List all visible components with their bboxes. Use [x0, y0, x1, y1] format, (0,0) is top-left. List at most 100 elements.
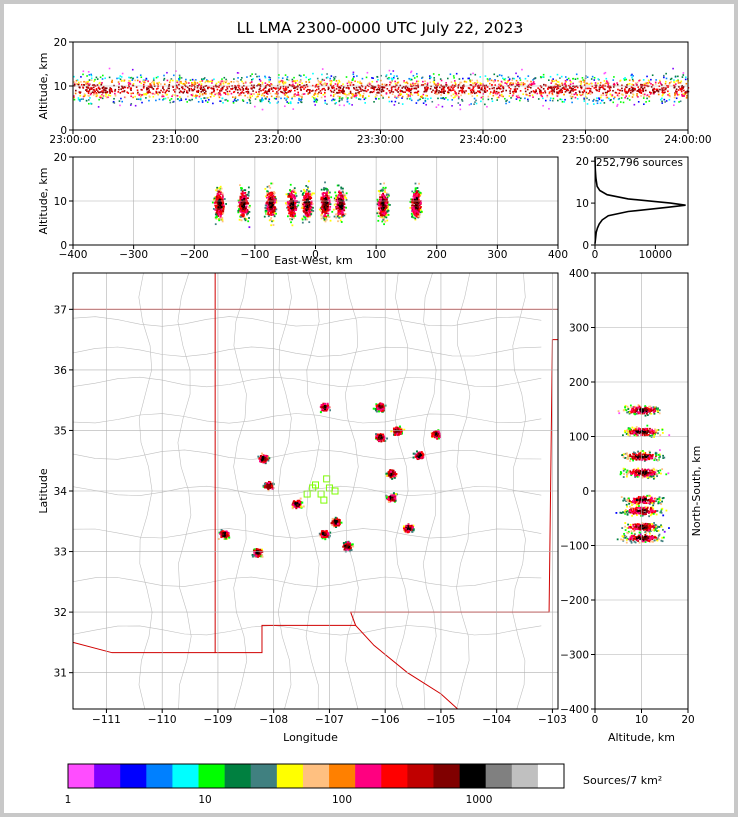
- source-mark: [91, 91, 94, 94]
- source-mark: [626, 97, 629, 100]
- source-mark: [201, 93, 204, 95]
- source-mark: [378, 97, 380, 100]
- source-mark: [152, 80, 154, 83]
- source-mark: [386, 77, 389, 80]
- source-mark: [609, 89, 611, 92]
- source-mark: [478, 87, 481, 89]
- source-mark: [247, 197, 249, 200]
- source-mark: [309, 196, 312, 199]
- source-mark: [290, 89, 292, 92]
- source-mark: [409, 200, 412, 203]
- source-mark: [313, 99, 316, 102]
- source-mark: [414, 82, 416, 85]
- source-mark: [240, 192, 243, 195]
- source-mark: [252, 93, 254, 95]
- source-mark: [349, 90, 352, 93]
- source-mark: [383, 216, 386, 218]
- source-mark: [89, 97, 91, 99]
- source-mark: [641, 89, 643, 92]
- source-mark: [524, 97, 526, 100]
- source-mark: [623, 79, 626, 81]
- source-mark: [153, 80, 155, 83]
- source-mark: [613, 97, 615, 100]
- source-mark: [212, 85, 215, 88]
- source-mark: [519, 79, 522, 81]
- source-mark: [171, 79, 174, 82]
- source-mark: [178, 99, 181, 102]
- source-mark: [314, 85, 317, 88]
- source-mark: [385, 192, 388, 195]
- source-mark: [319, 80, 321, 83]
- source-mark: [306, 186, 309, 189]
- source-mark: [334, 75, 337, 78]
- source-mark: [378, 202, 381, 205]
- source-mark: [280, 90, 282, 93]
- source-mark: [151, 81, 153, 84]
- source-mark: [336, 194, 339, 197]
- source-mark: [258, 84, 261, 86]
- source-mark: [320, 214, 323, 217]
- source-mark: [74, 92, 77, 95]
- source-mark: [284, 87, 287, 90]
- source-mark: [401, 90, 404, 93]
- source-mark: [221, 195, 224, 198]
- source-mark: [216, 208, 219, 210]
- source-mark: [557, 84, 560, 87]
- source-mark: [627, 83, 629, 86]
- source-mark: [361, 89, 364, 91]
- source-mark: [380, 213, 383, 216]
- source-mark: [597, 82, 599, 85]
- source-mark: [377, 215, 380, 218]
- source-mark: [376, 404, 379, 407]
- source-mark: [350, 82, 352, 85]
- source-mark: [294, 80, 297, 82]
- source-mark: [330, 80, 333, 82]
- source-mark: [353, 95, 356, 97]
- source-mark: [397, 91, 399, 93]
- source-mark: [144, 79, 147, 82]
- source-mark: [221, 80, 223, 82]
- source-mark: [394, 82, 397, 85]
- source-mark: [394, 96, 396, 98]
- source-mark: [183, 90, 185, 93]
- source-mark: [355, 97, 358, 99]
- source-mark: [616, 82, 618, 84]
- source-mark: [282, 87, 285, 90]
- source-mark: [94, 90, 96, 93]
- source-mark: [635, 83, 638, 86]
- source-mark: [652, 90, 655, 93]
- source-mark: [228, 90, 231, 93]
- source-mark: [333, 199, 336, 201]
- source-mark: [197, 89, 200, 92]
- source-mark: [442, 88, 445, 90]
- source-mark: [286, 78, 288, 81]
- source-mark: [306, 208, 309, 211]
- source-mark: [674, 75, 677, 78]
- source-mark: [221, 218, 224, 221]
- source-mark: [384, 186, 387, 189]
- source-mark: [307, 203, 309, 206]
- source-mark: [414, 218, 417, 221]
- source-mark: [337, 220, 339, 223]
- source-mark: [665, 77, 668, 80]
- source-mark: [341, 99, 343, 101]
- source-mark: [302, 205, 305, 207]
- source-mark: [245, 209, 248, 211]
- source-mark: [452, 96, 455, 99]
- source-mark: [304, 201, 307, 203]
- source-mark: [631, 83, 633, 86]
- source-mark: [617, 88, 619, 91]
- source-mark: [625, 78, 628, 81]
- source-mark: [390, 100, 393, 103]
- source-mark: [273, 87, 276, 90]
- source-mark: [306, 206, 309, 208]
- source-mark: [494, 91, 496, 93]
- source-mark: [150, 86, 153, 88]
- source-mark: [340, 196, 343, 199]
- source-mark: [418, 193, 420, 196]
- source-mark: [426, 88, 429, 91]
- source-mark: [441, 91, 443, 94]
- source-mark: [221, 209, 223, 212]
- source-mark: [328, 199, 331, 202]
- source-mark: [261, 108, 264, 111]
